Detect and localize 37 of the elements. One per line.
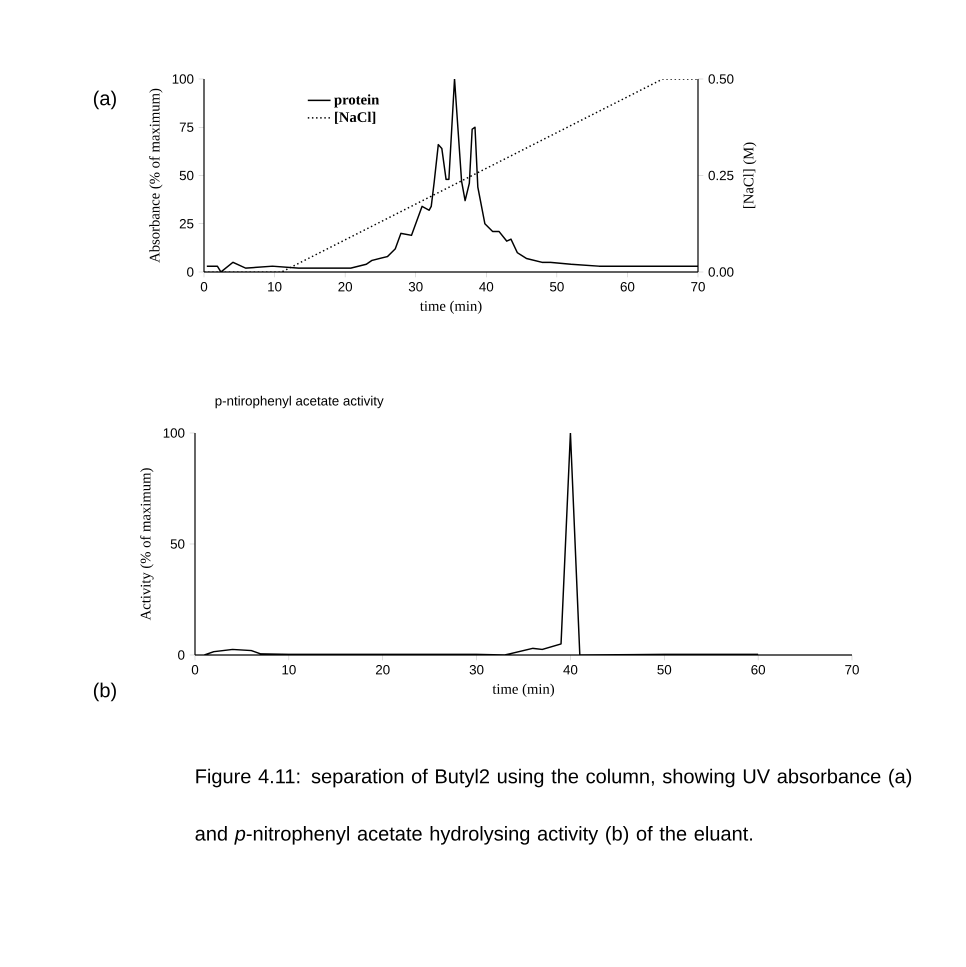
y-tick-label: 50	[170, 539, 184, 549]
text: Figure 4.11: separation of Butyl2 using the column, showing UV absorbance (a) and p-nitrophenyl acetate hydrolysing activity (b) of the eluant.	[196, 768, 912, 845]
y2-tick-label: 0.25	[708, 170, 734, 180]
y2-tick-label: 0.50	[708, 74, 734, 84]
x-tick-label: 50	[657, 665, 672, 674]
x-tick-label: 20	[338, 282, 352, 292]
x-axis-title: time (min)	[420, 300, 482, 314]
x-tick-label: 20	[376, 665, 390, 674]
legend-label: [NaCl]	[335, 112, 376, 124]
y-tick-label: 100	[172, 74, 194, 84]
text: (a)	[94, 90, 116, 110]
x-tick-label: 70	[845, 665, 859, 674]
y2-axis-title: [NaCl] (M)	[743, 142, 756, 208]
x-tick-label: 60	[620, 282, 634, 292]
y-axis-title: Activity (% of maximum)	[140, 468, 154, 620]
y-tick-label: 100	[164, 428, 184, 438]
x-tick-label: 60	[751, 665, 766, 674]
x-tick-label: 30	[408, 282, 423, 292]
y-tick-label: 0	[178, 650, 184, 660]
y2-tick-label: 0.00	[708, 267, 734, 277]
y-axis-title: Absorbance (% of maximum)	[149, 88, 163, 263]
chart-title: p-ntirophenyl acetate activity	[216, 396, 384, 408]
y-tick-label: 50	[180, 170, 194, 180]
y-tick-label: 25	[180, 219, 194, 228]
y-tick-label: 75	[180, 122, 194, 132]
x-axis-title: time (min)	[492, 684, 554, 697]
x-tick-label: 10	[282, 665, 296, 674]
x-tick-label: 40	[479, 282, 494, 292]
x-tick-label: 70	[691, 282, 705, 292]
x-tick-label: 10	[268, 282, 282, 292]
legend-label: protein	[334, 94, 380, 108]
x-tick-label: 40	[563, 665, 578, 674]
x-tick-label: 50	[550, 282, 564, 292]
x-tick-label: 0	[200, 282, 208, 292]
y-tick-label: 0	[187, 267, 194, 277]
text: (b)	[94, 682, 116, 702]
x-tick-label: 30	[470, 665, 484, 674]
